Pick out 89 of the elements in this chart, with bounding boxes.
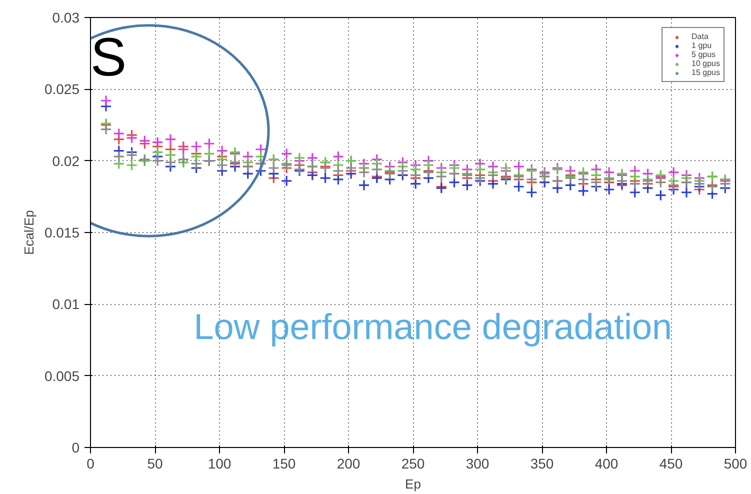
point bbox=[164, 156, 176, 168]
point bbox=[474, 172, 486, 184]
x-tick-label: 50 bbox=[147, 456, 163, 472]
point bbox=[616, 175, 628, 187]
legend-label: 1 gpu bbox=[692, 41, 712, 50]
point bbox=[113, 150, 125, 162]
point bbox=[590, 176, 602, 188]
point bbox=[487, 178, 499, 190]
y-tick-label: 0.005 bbox=[44, 368, 80, 384]
point bbox=[396, 165, 408, 177]
x-tick-label: 500 bbox=[724, 456, 748, 472]
point bbox=[332, 174, 344, 186]
x-tick-label: 400 bbox=[594, 456, 618, 472]
point bbox=[126, 132, 138, 144]
y-tick-label: 0 bbox=[72, 440, 80, 456]
point bbox=[126, 149, 138, 161]
x-axis-title: Ep bbox=[405, 476, 421, 492]
point bbox=[474, 164, 486, 176]
point bbox=[216, 145, 228, 157]
point bbox=[448, 176, 460, 188]
point bbox=[461, 179, 473, 191]
legend-label: 5 gpus bbox=[692, 50, 716, 59]
point bbox=[280, 175, 292, 187]
point bbox=[358, 179, 370, 191]
point bbox=[100, 94, 112, 106]
point bbox=[487, 169, 499, 181]
point bbox=[216, 159, 228, 171]
point bbox=[190, 140, 202, 152]
point bbox=[113, 128, 125, 140]
point bbox=[500, 162, 512, 174]
point bbox=[164, 134, 176, 146]
y-tick-label: 0.015 bbox=[44, 224, 80, 240]
annotation: S bbox=[90, 28, 127, 88]
x-tick-label: 150 bbox=[272, 456, 296, 472]
x-tick-label: 300 bbox=[466, 456, 490, 472]
point bbox=[203, 138, 215, 150]
point bbox=[371, 164, 383, 176]
point bbox=[268, 162, 280, 174]
x-tick-label: 450 bbox=[659, 456, 683, 472]
legend-label: 10 gpus bbox=[692, 59, 720, 68]
point bbox=[332, 165, 344, 177]
point bbox=[512, 180, 525, 192]
point bbox=[100, 124, 112, 136]
x-tick-label: 250 bbox=[401, 456, 425, 472]
point bbox=[629, 186, 641, 198]
x-tick-label: 350 bbox=[530, 456, 554, 472]
point bbox=[668, 166, 680, 178]
point bbox=[306, 169, 318, 181]
point bbox=[280, 148, 292, 160]
legend-label: Data bbox=[692, 32, 710, 41]
point bbox=[358, 166, 370, 178]
point bbox=[719, 178, 731, 190]
y-tick-label: 0.02 bbox=[52, 152, 80, 169]
x-tick-label: 200 bbox=[336, 456, 360, 472]
annotation: Low performance degradation bbox=[194, 306, 672, 348]
point bbox=[345, 162, 357, 174]
y-tick-label: 0.025 bbox=[44, 81, 80, 98]
point bbox=[152, 155, 164, 167]
point bbox=[332, 150, 344, 162]
y-axis-title: Ecal/Ep bbox=[21, 210, 36, 255]
point bbox=[577, 174, 590, 186]
x-tick-label: 100 bbox=[208, 456, 232, 472]
point bbox=[410, 178, 422, 190]
point bbox=[294, 152, 306, 164]
point bbox=[410, 169, 422, 181]
y-tick-label: 0.03 bbox=[52, 10, 80, 26]
point bbox=[319, 172, 332, 184]
point bbox=[178, 144, 190, 156]
point bbox=[178, 154, 190, 166]
point bbox=[190, 158, 202, 170]
point bbox=[138, 134, 150, 147]
point bbox=[526, 186, 538, 198]
point bbox=[306, 152, 318, 164]
x-tick-label: 0 bbox=[86, 456, 95, 472]
point bbox=[152, 146, 164, 158]
point bbox=[654, 176, 666, 188]
point bbox=[654, 189, 666, 202]
y-tick-label: 0.01 bbox=[52, 296, 80, 312]
point bbox=[526, 174, 538, 186]
point bbox=[152, 136, 164, 148]
point bbox=[629, 178, 641, 190]
legend-label: 15 gpus bbox=[692, 68, 720, 77]
point bbox=[126, 159, 138, 171]
point bbox=[680, 186, 692, 198]
point bbox=[512, 160, 525, 172]
point bbox=[436, 170, 448, 182]
point bbox=[603, 184, 615, 196]
point bbox=[694, 178, 706, 190]
point bbox=[577, 185, 590, 197]
